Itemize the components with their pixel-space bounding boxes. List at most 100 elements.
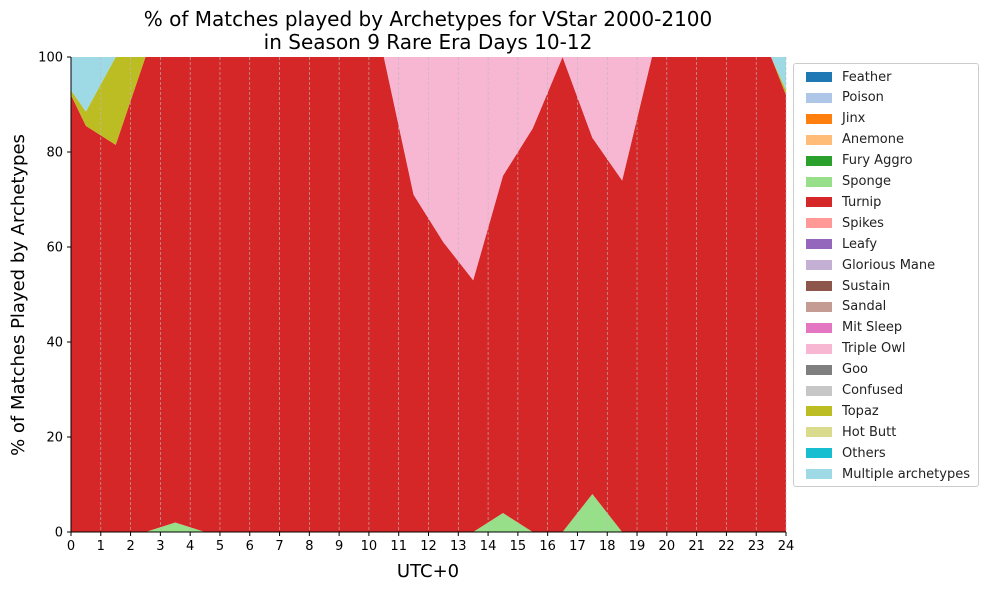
x-tick-label: 6 — [246, 539, 254, 554]
x-tick-label: 18 — [599, 539, 616, 554]
legend-swatch — [806, 322, 832, 333]
legend-label: Turnip — [842, 194, 882, 210]
legend-label: Spikes — [842, 215, 884, 231]
legend-swatch — [806, 385, 832, 396]
legend-swatch — [806, 197, 832, 208]
legend-item: Leafy — [806, 234, 877, 254]
chart-title-line-1: % of Matches played by Archetypes for VS… — [144, 7, 713, 31]
x-tick-label: 17 — [569, 539, 586, 554]
legend-item: Others — [806, 443, 886, 463]
x-tick-label: 20 — [659, 539, 676, 554]
legend-swatch — [806, 364, 832, 375]
legend-swatch — [806, 281, 832, 291]
x-tick-label: 9 — [335, 539, 343, 554]
y-tick-label: 80 — [46, 146, 63, 161]
x-tick-label: 3 — [156, 539, 164, 554]
legend-label: Fury Aggro — [842, 153, 913, 169]
legend: Feather Poison Jinx Anemone Fury Aggro Sponge… — [793, 63, 979, 487]
legend-label: Mit Sleep — [842, 320, 903, 336]
x-tick-label: 24 — [778, 539, 795, 554]
legend-swatch — [806, 406, 832, 417]
vertical-gridlines — [70, 57, 787, 532]
x-axis-ticks: 0 1 2 3 4 5 6 7 8 9 10 11 12 13 14 15 16 17 18 19 20 21 22 23 24 — [67, 532, 794, 554]
legend-label: Hot Butt — [842, 424, 897, 440]
x-tick-label: 12 — [420, 539, 437, 554]
area-topaz — [71, 57, 786, 145]
legend-label: Sponge — [842, 174, 891, 189]
legend-swatch — [806, 218, 832, 229]
y-tick-label: 20 — [46, 431, 63, 446]
legend-item: Glorious Mane — [806, 255, 935, 275]
legend-item: Spikes — [806, 213, 884, 233]
y-tick-label: 60 — [46, 241, 63, 256]
legend-swatch — [806, 239, 832, 250]
legend-swatch — [806, 301, 832, 312]
legend-swatch — [806, 155, 832, 166]
legend-item: Sponge — [806, 172, 891, 192]
legend-label: Multiple archetypes — [842, 466, 970, 482]
x-tick-label: 13 — [450, 539, 467, 554]
x-tick-label: 19 — [629, 539, 646, 554]
x-tick-label: 16 — [539, 539, 556, 554]
legend-label: Confused — [842, 383, 904, 398]
legend-label: Topaz — [842, 403, 879, 419]
legend-swatch — [806, 427, 832, 438]
legend-label: Goo — [842, 362, 868, 378]
x-tick-label: 11 — [390, 539, 407, 554]
y-axis-ticks: 0 20 40 60 80 100 — [38, 51, 71, 541]
x-tick-label: 7 — [275, 539, 283, 554]
x-tick-label: 8 — [305, 539, 313, 554]
legend-item: Confused — [806, 381, 903, 401]
x-tick-label: 21 — [688, 539, 705, 554]
y-tick-label: 0 — [55, 526, 63, 541]
legend-item: Mit Sleep — [806, 318, 902, 338]
legend-label: Leafy — [842, 236, 878, 252]
x-tick-label: 2 — [126, 539, 134, 554]
legend-label: Sustain — [842, 278, 891, 294]
y-axis-label: % of Matches Played by Archetypes — [8, 134, 29, 456]
x-tick-label: 22 — [718, 539, 735, 554]
legend-item: Multiple archetypes — [806, 464, 970, 484]
legend-label: Feather — [842, 69, 892, 85]
x-tick-label: 15 — [510, 539, 527, 554]
y-tick-label: 40 — [46, 336, 63, 351]
y-tick-label: 100 — [38, 51, 63, 66]
x-axis-label: UTC+0 — [397, 561, 459, 582]
x-tick-label: 23 — [748, 539, 765, 554]
legend-swatch — [806, 72, 832, 82]
chart-title: % of Matches played by Archetypes for VS… — [144, 7, 713, 54]
legend-swatch — [806, 260, 832, 271]
chart-title-line-2: in Season 9 Rare Era Days 10-12 — [264, 30, 593, 54]
legend-item: Jinx — [806, 109, 865, 129]
legend-item: Poison — [806, 88, 884, 108]
legend-swatch — [806, 176, 832, 187]
legend-label: Poison — [842, 90, 884, 106]
legend-swatch — [806, 113, 832, 124]
legend-swatch — [806, 343, 832, 354]
legend-label: Anemone — [842, 132, 904, 148]
legend-swatch — [806, 92, 832, 103]
legend-swatch — [806, 469, 832, 480]
legend-swatch — [806, 134, 832, 145]
legend-label: Sandal — [842, 299, 887, 315]
legend-swatch — [806, 448, 832, 459]
x-tick-label: 10 — [361, 539, 378, 554]
legend-item: Topaz — [806, 401, 879, 421]
legend-item: Fury Aggro — [806, 151, 913, 171]
legend-label: Jinx — [842, 111, 866, 127]
legend-item: Sandal — [806, 297, 886, 317]
x-tick-label: 4 — [186, 539, 194, 554]
x-tick-label: 0 — [67, 539, 75, 554]
legend-item: Goo — [806, 360, 868, 380]
legend-label: Glorious Mane — [842, 257, 936, 273]
x-tick-label: 1 — [97, 539, 105, 554]
legend-item: Sustain — [806, 276, 890, 296]
legend-item: Anemone — [806, 130, 904, 150]
x-tick-label: 14 — [480, 539, 497, 554]
legend-label: Triple Owl — [842, 341, 906, 357]
legend-item: Turnip — [806, 192, 881, 212]
x-tick-label: 5 — [216, 539, 224, 554]
legend-item: Hot Butt — [806, 422, 896, 442]
legend-item: Feather — [806, 67, 891, 87]
